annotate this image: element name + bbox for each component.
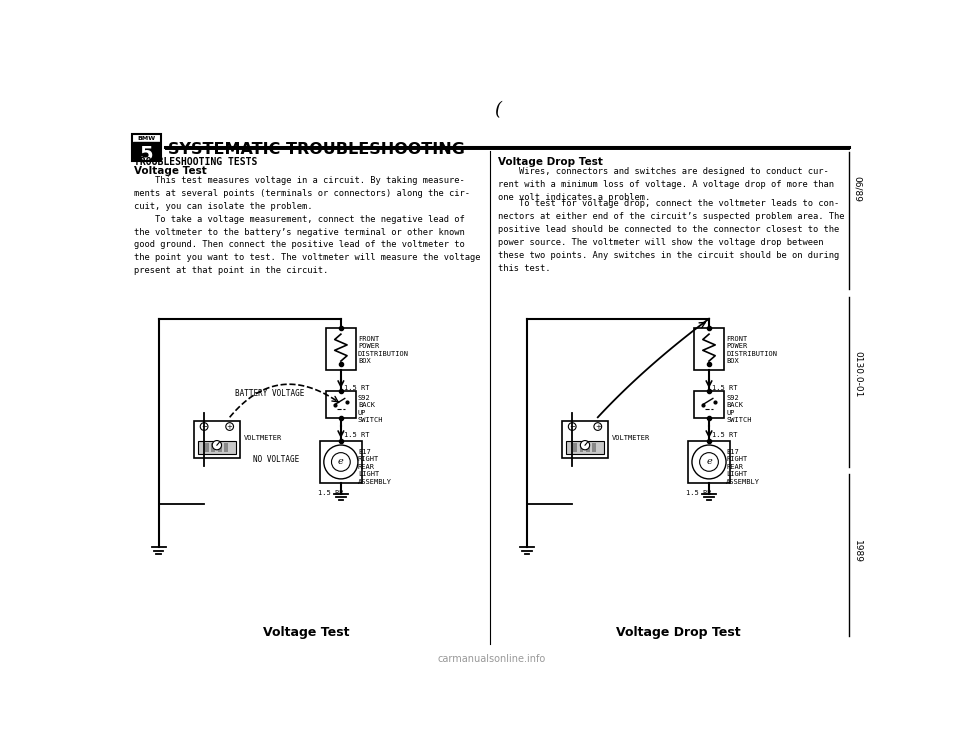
Text: 06/89: 06/89 <box>853 176 862 202</box>
Bar <box>586 443 589 452</box>
Text: To take a voltage measurement, connect the negative lead of
the voltmeter to the: To take a voltage measurement, connect t… <box>134 215 480 275</box>
Text: S92
BACK
UP
SWITCH: S92 BACK UP SWITCH <box>358 395 383 423</box>
Text: −: − <box>569 423 575 429</box>
Text: 1.5 RT: 1.5 RT <box>712 385 737 391</box>
Bar <box>326 391 355 418</box>
Circle shape <box>201 423 208 430</box>
Text: 1989: 1989 <box>853 540 862 562</box>
Bar <box>211 443 215 452</box>
Text: FRONT
POWER
DISTRIBUTION
BOX: FRONT POWER DISTRIBUTION BOX <box>726 336 777 364</box>
Text: e: e <box>338 458 344 466</box>
Text: 0130.0-01: 0130.0-01 <box>853 351 862 397</box>
Text: e: e <box>707 458 712 466</box>
Text: TROUBLESHOOTING TESTS: TROUBLESHOOTING TESTS <box>134 157 257 167</box>
Text: BMW: BMW <box>137 136 156 141</box>
Text: Voltage Drop Test: Voltage Drop Test <box>615 626 740 639</box>
Text: This test measures voltage in a circuit. By taking measure-
ments at several poi: This test measures voltage in a circuit.… <box>134 176 470 211</box>
Text: 1.5 BR: 1.5 BR <box>685 490 711 496</box>
Text: SYSTEMATIC TROUBLESHOOTING: SYSTEMATIC TROUBLESHOOTING <box>168 141 465 157</box>
Text: Voltage Test: Voltage Test <box>263 626 349 639</box>
Text: 1.5 RT: 1.5 RT <box>344 385 370 391</box>
Circle shape <box>700 452 718 471</box>
Text: Voltage Drop Test: Voltage Drop Test <box>498 157 603 167</box>
Bar <box>194 421 240 458</box>
Bar <box>218 443 222 452</box>
Text: Voltage Test: Voltage Test <box>134 166 206 176</box>
Text: VOLTMETER: VOLTMETER <box>612 435 650 441</box>
Text: To test for voltage drop, connect the voltmeter leads to con-
nectors at either : To test for voltage drop, connect the vo… <box>498 199 845 272</box>
Bar <box>562 421 609 458</box>
Bar <box>573 443 577 452</box>
Text: FRONT
POWER
DISTRIBUTION
BOX: FRONT POWER DISTRIBUTION BOX <box>358 336 409 364</box>
Text: −: − <box>202 423 207 429</box>
Bar <box>320 441 362 483</box>
Bar <box>133 141 159 159</box>
Bar <box>694 328 724 371</box>
Bar <box>565 441 605 455</box>
Bar <box>224 443 228 452</box>
Bar <box>326 328 355 371</box>
Text: S92
BACK
UP
SWITCH: S92 BACK UP SWITCH <box>726 395 752 423</box>
Text: 1.5 RT: 1.5 RT <box>712 432 737 438</box>
Bar <box>592 443 596 452</box>
Bar <box>694 391 724 418</box>
Text: Wires, connectors and switches are designed to conduct cur-
rent with a minimum : Wires, connectors and switches are desig… <box>498 167 834 202</box>
Circle shape <box>568 423 576 430</box>
Circle shape <box>212 440 222 450</box>
Text: 5: 5 <box>139 145 154 164</box>
Text: carmanualsonline.info: carmanualsonline.info <box>438 654 546 664</box>
Text: 1.5 BR: 1.5 BR <box>318 490 343 496</box>
Circle shape <box>692 445 726 479</box>
Text: (: ( <box>494 101 501 119</box>
Text: BATTERY VOLTAGE: BATTERY VOLTAGE <box>235 389 304 398</box>
Text: E17
RIGHT
REAR
LIGHT
ASSEMBLY: E17 RIGHT REAR LIGHT ASSEMBLY <box>726 449 760 485</box>
Text: +: + <box>227 423 232 429</box>
Bar <box>132 134 161 161</box>
Circle shape <box>226 423 233 430</box>
Bar <box>205 443 209 452</box>
Text: E17
RIGHT
REAR
LIGHT
ASSEMBLY: E17 RIGHT REAR LIGHT ASSEMBLY <box>358 449 392 485</box>
Bar <box>198 441 236 455</box>
Text: 1.5 RT: 1.5 RT <box>344 432 370 438</box>
Circle shape <box>331 452 350 471</box>
Bar <box>580 443 584 452</box>
Text: NO VOLTAGE: NO VOLTAGE <box>252 455 300 464</box>
Bar <box>688 441 730 483</box>
Circle shape <box>594 423 602 430</box>
Circle shape <box>324 445 358 479</box>
Circle shape <box>581 440 589 450</box>
Text: VOLTMETER: VOLTMETER <box>244 435 282 441</box>
Text: +: + <box>595 423 601 429</box>
